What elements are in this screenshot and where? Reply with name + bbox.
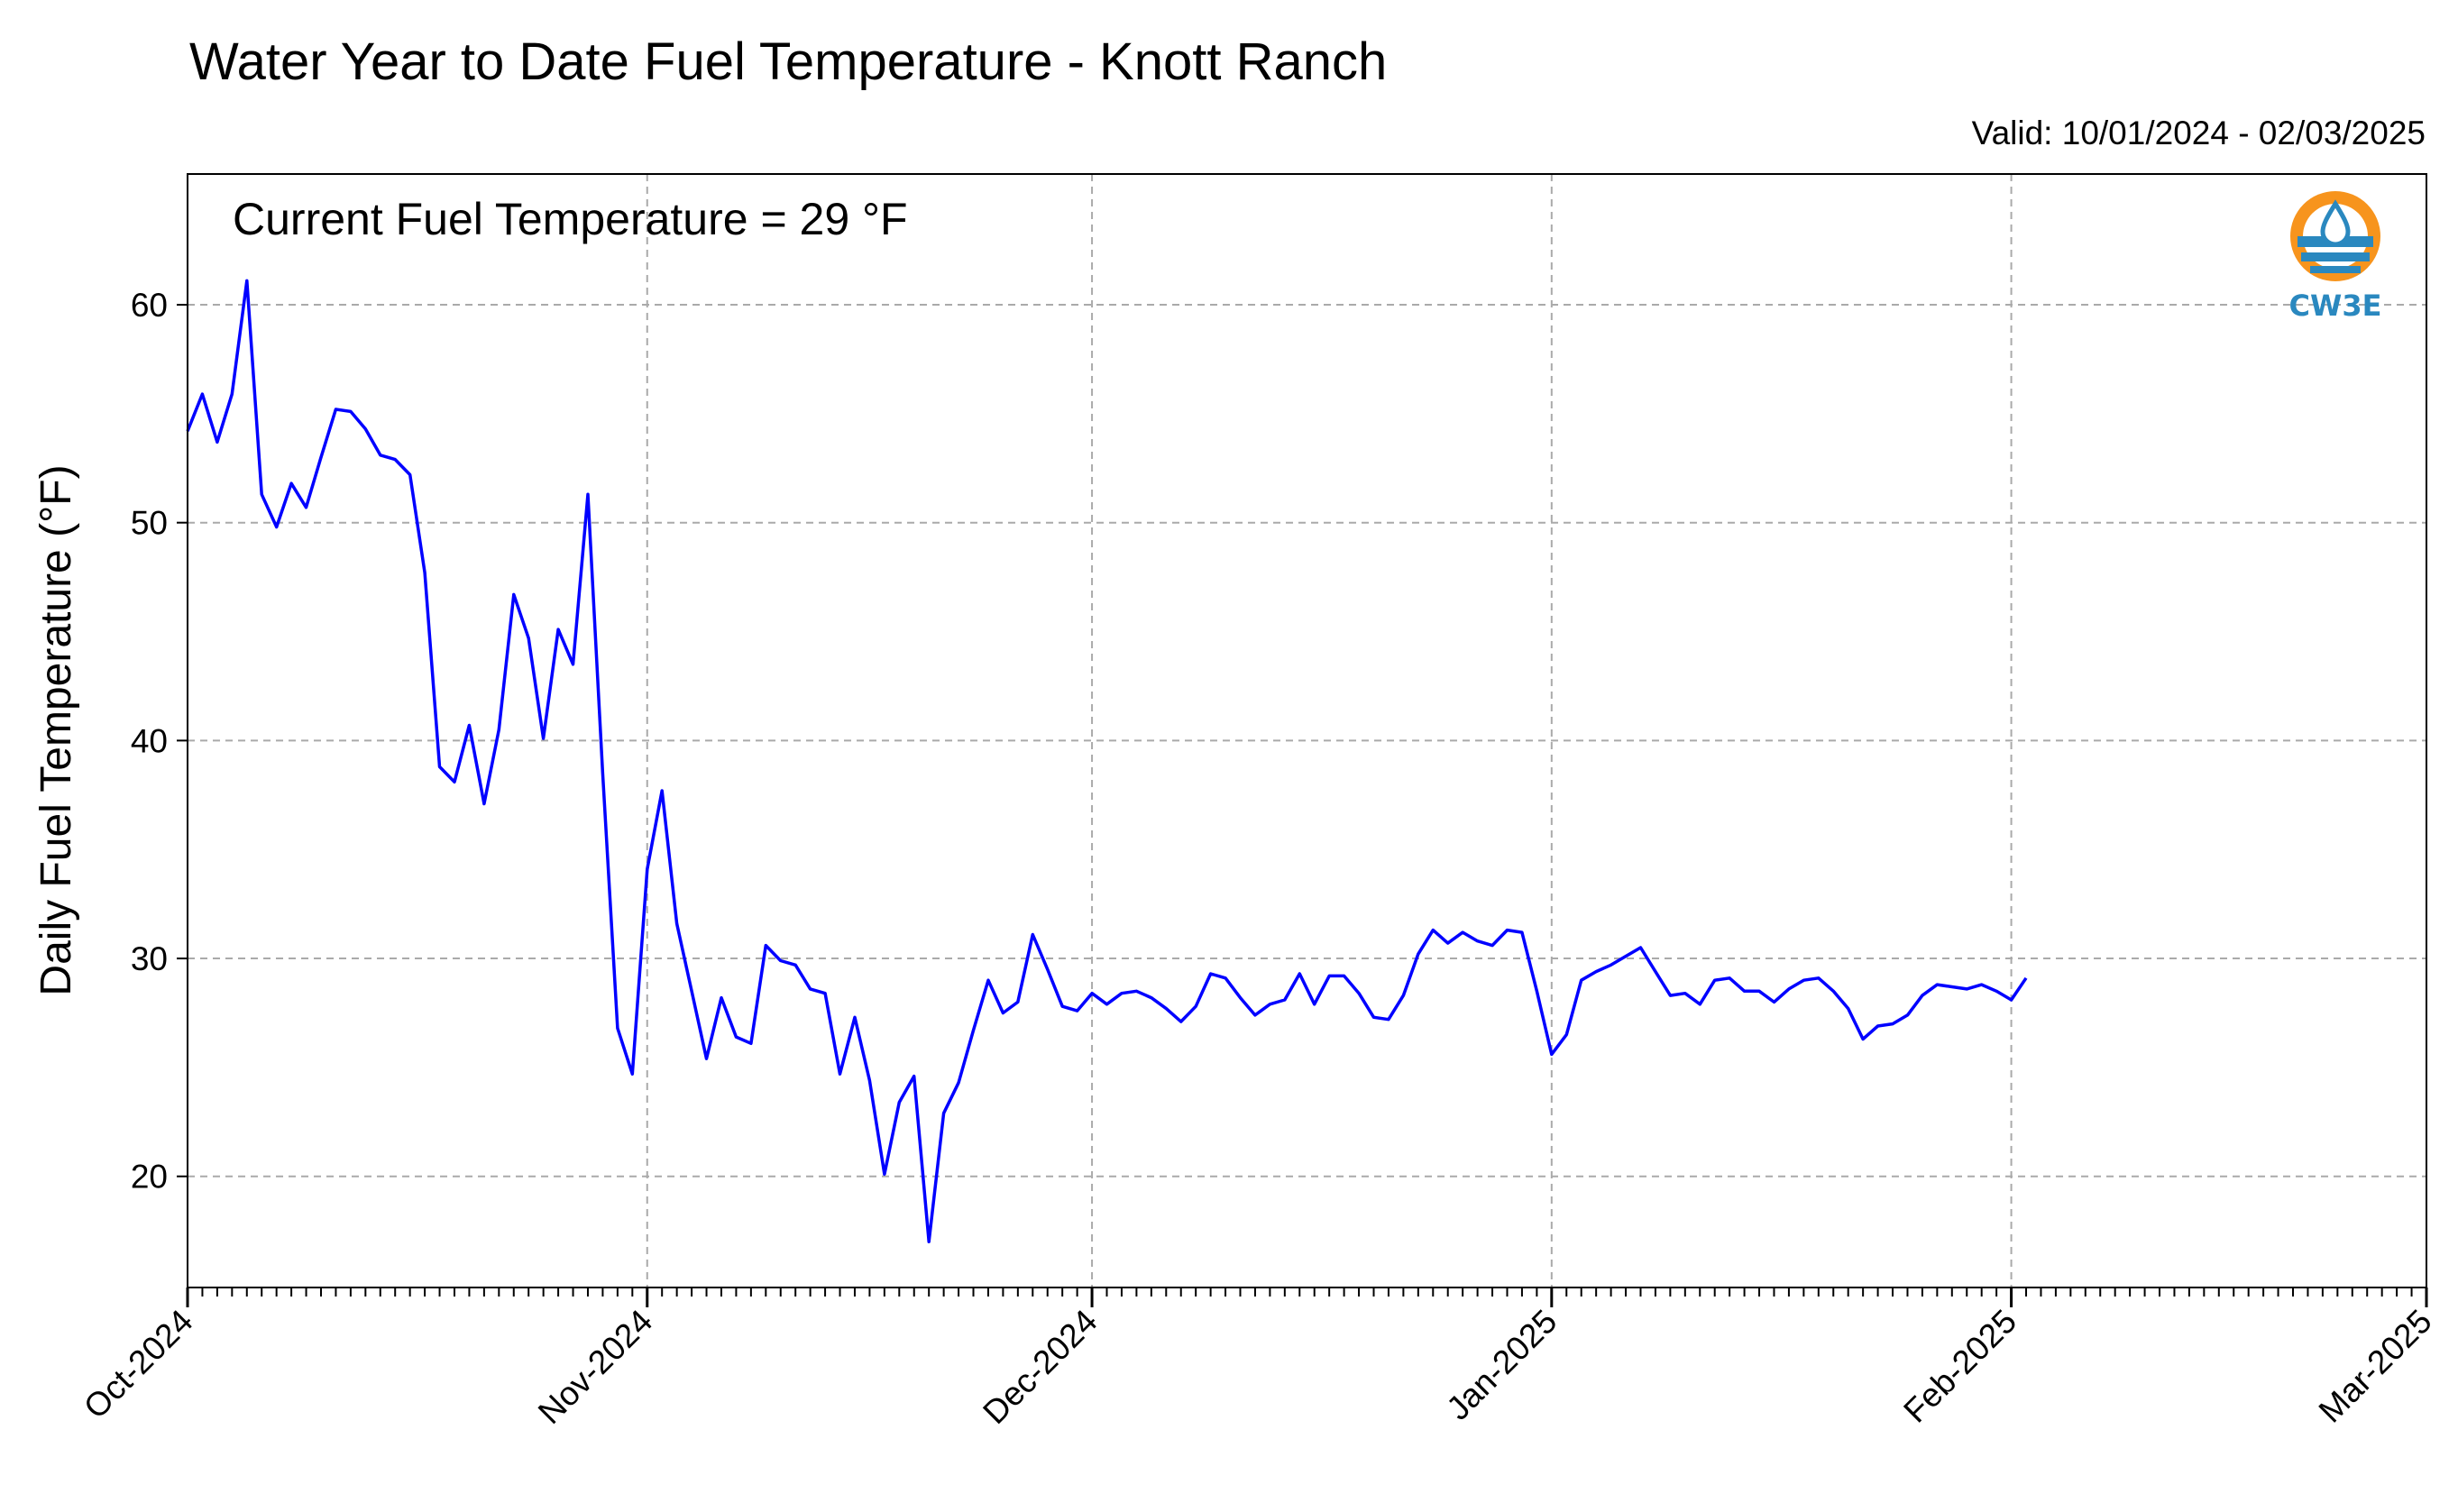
- x-tick-label: Mar-2025: [2312, 1303, 2439, 1430]
- fuel-temperature-line: [186, 279, 2028, 1243]
- x-axis-ticks: Oct-2024 Nov-2024 Dec-2024 Jan-2025 Feb-2025…: [77, 1287, 2439, 1431]
- x-tick-label: Feb-2025: [1896, 1303, 2023, 1430]
- grid-layer: [188, 174, 2426, 1287]
- x-tick-label: Dec-2024: [976, 1303, 1104, 1431]
- plot-frame: [187, 173, 2427, 1288]
- x-tick-label: Nov-2024: [531, 1303, 659, 1431]
- water-drop-icon: [2320, 199, 2351, 247]
- y-axis-ticks: 20 30 40 50 60: [131, 287, 188, 1196]
- current-fuel-temperature-annotation: Current Fuel Temperature = 29 °F: [233, 194, 908, 244]
- chart-title: Water Year to Date Fuel Temperature - Kn…: [189, 32, 1387, 91]
- y-tick-label: 20: [131, 1159, 168, 1196]
- y-tick-label: 40: [131, 722, 168, 759]
- y-tick-label: 30: [131, 940, 168, 977]
- y-tick-label: 60: [131, 287, 168, 324]
- logo-text: CW3E: [2289, 289, 2382, 323]
- y-tick-label: 50: [131, 505, 168, 542]
- y-axis-label: Daily Fuel Temperature (°F): [32, 464, 80, 995]
- valid-date-range: Valid: 10/01/2024 - 02/03/2025: [1972, 115, 2426, 151]
- x-tick-label: Jan-2025: [1439, 1303, 1564, 1427]
- x-tick-label: Oct-2024: [77, 1303, 200, 1426]
- cw3e-logo: CW3E: [2289, 191, 2382, 323]
